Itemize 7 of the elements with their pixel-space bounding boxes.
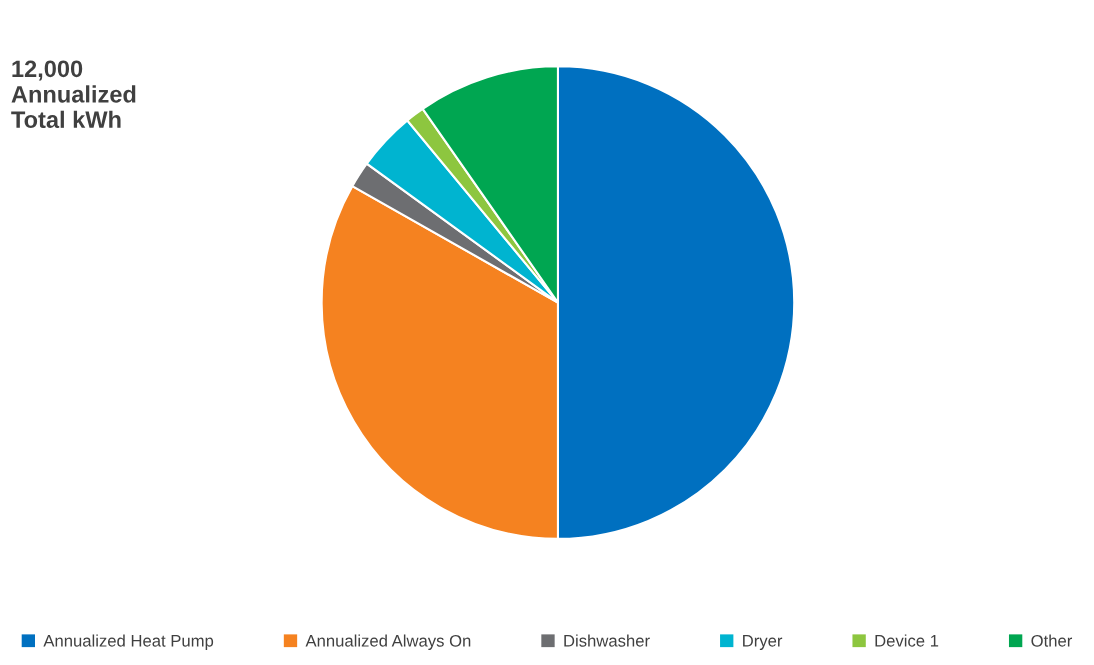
legend-label: Dishwasher bbox=[564, 634, 650, 647]
legend-label: Device 1 bbox=[875, 634, 939, 647]
legend-label: Dryer bbox=[743, 635, 783, 650]
text: 12,000 Annualized Total kWh bbox=[11, 60, 136, 129]
legend-label: Other bbox=[1031, 634, 1073, 647]
legend-label: Annualized Always On bbox=[305, 634, 471, 650]
legend-label: Annualized Heat Pump bbox=[43, 634, 214, 650]
